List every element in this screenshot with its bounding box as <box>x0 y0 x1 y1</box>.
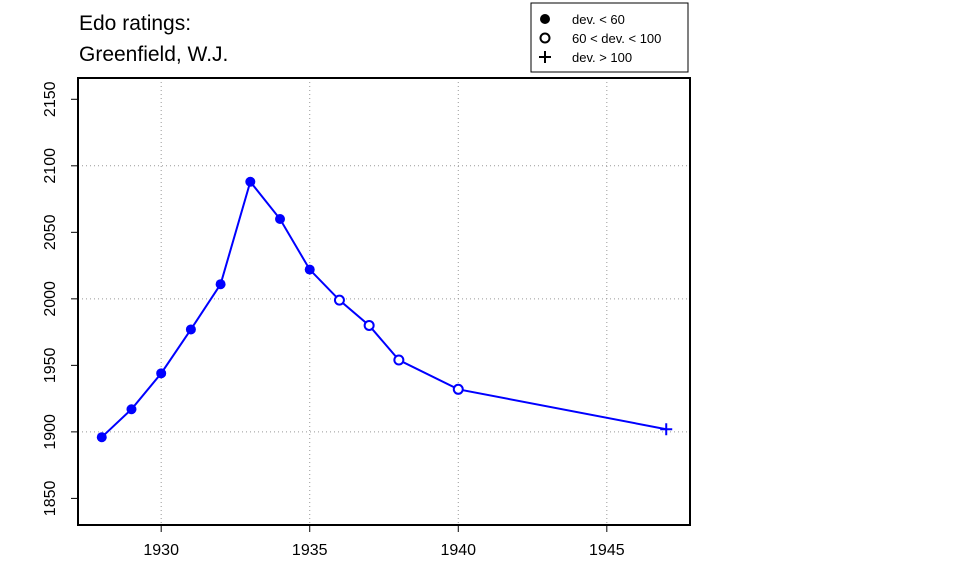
chart-title-line-1: Edo ratings: <box>79 12 191 35</box>
x-tick-label: 1945 <box>589 542 625 559</box>
axis-ticks: 1930 1935 1940 1945 1850 1900 1950 2000 2050 2100… <box>42 81 625 559</box>
legend-label: 60 < dev. < 100 <box>572 31 661 46</box>
x-tick-label: 1930 <box>143 542 179 559</box>
legend-label: dev. > 100 <box>572 50 632 65</box>
data-point <box>452 383 464 395</box>
data-point <box>96 432 107 443</box>
y-tick-label: 1950 <box>42 347 59 383</box>
y-tick-label: 1850 <box>42 480 59 516</box>
legend-box <box>530 2 689 73</box>
y-tick-label: 2000 <box>42 281 59 317</box>
data-point <box>215 279 226 290</box>
series <box>96 176 673 443</box>
data-point <box>393 354 405 366</box>
data-point <box>126 404 137 415</box>
x-tick-label: 1935 <box>292 542 328 559</box>
y-tick-label: 2050 <box>42 214 59 250</box>
y-tick-label: 2100 <box>42 148 59 184</box>
series-line <box>101 179 667 438</box>
data-point <box>363 319 375 331</box>
x-tick-label: 1940 <box>440 542 476 559</box>
data-point <box>304 264 315 275</box>
legend-filled-circle-icon <box>540 14 550 24</box>
plot-frame <box>77 77 691 526</box>
legend-plus-icon <box>539 51 551 63</box>
y-tick-label: 2150 <box>42 81 59 117</box>
legend-open-circle-icon <box>539 32 551 44</box>
data-point <box>275 214 286 225</box>
data-point <box>660 423 673 436</box>
grid <box>78 78 690 525</box>
data-point <box>185 324 196 335</box>
data-point <box>156 368 167 379</box>
data-point <box>333 294 345 306</box>
legend-label: dev. < 60 <box>572 12 625 27</box>
y-tick-label: 1900 <box>42 414 59 450</box>
legend: dev. < 60 60 < dev. < 100 dev. > 100 <box>530 2 689 73</box>
chart-title-line-2: Greenfield, W.J. <box>79 43 228 66</box>
data-point <box>245 176 256 187</box>
